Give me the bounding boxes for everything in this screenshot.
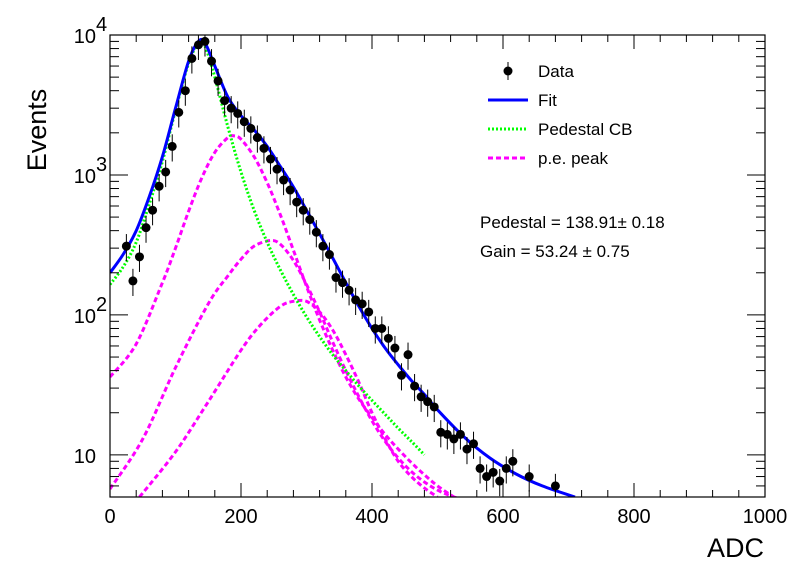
- data-point: [364, 307, 374, 317]
- legend-label: Pedestal CB: [538, 120, 633, 139]
- data-point: [383, 333, 393, 343]
- data-point: [449, 434, 459, 444]
- data-point: [390, 343, 400, 353]
- data-point: [220, 96, 230, 106]
- data-point: [167, 141, 177, 151]
- y-tick-exponent: 2: [96, 294, 107, 316]
- series-p-e-peak-3-line: [138, 298, 439, 497]
- data-point: [357, 299, 367, 309]
- y-axis-title: Events: [22, 89, 52, 172]
- data-point: [200, 36, 210, 46]
- data-point: [396, 370, 406, 380]
- data-point: [351, 295, 361, 305]
- gain-annotation: Gain = 53.24 ± 0.75: [480, 242, 630, 261]
- legend-label: Data: [538, 62, 574, 81]
- data-point: [462, 444, 472, 454]
- data-point: [285, 185, 295, 195]
- data-point: [423, 397, 433, 407]
- y-tick-label: 10: [74, 306, 96, 328]
- data-point: [174, 107, 184, 117]
- data-point: [508, 456, 518, 466]
- data-point: [495, 476, 505, 486]
- y-tick-label: 10: [74, 446, 96, 468]
- data-point: [429, 402, 439, 412]
- data-point: [501, 463, 511, 473]
- data-point: [226, 103, 236, 113]
- data-point: [141, 223, 151, 233]
- data-point: [475, 463, 485, 473]
- data-point: [524, 472, 534, 482]
- data-point: [338, 278, 348, 288]
- x-tick-label: 1000: [743, 506, 788, 528]
- data-point: [134, 252, 144, 262]
- series-p-e-peak-2-line: [110, 238, 459, 497]
- data-point: [148, 205, 158, 215]
- data-point: [272, 164, 282, 174]
- data-point: [298, 205, 308, 215]
- data-point: [331, 273, 341, 283]
- series-p-e-peak-1-line: [110, 134, 455, 497]
- x-tick-label: 800: [617, 506, 650, 528]
- data-point: [377, 323, 387, 333]
- legend-label: p.e. peak: [538, 149, 608, 168]
- data-point: [233, 108, 243, 118]
- data-point: [161, 167, 171, 177]
- y-tick-exponent: 3: [96, 154, 107, 176]
- y-tick-label: 10: [74, 166, 96, 188]
- data-point: [416, 392, 426, 402]
- data-point: [410, 381, 420, 391]
- data-point: [279, 175, 289, 185]
- plot-frame: [109, 34, 766, 498]
- data-point: [482, 472, 492, 482]
- data-point: [259, 143, 269, 153]
- data-point: [324, 250, 334, 260]
- x-tick-label: 600: [486, 506, 519, 528]
- data-point: [305, 215, 315, 225]
- data-point: [311, 227, 321, 237]
- data-point: [550, 481, 560, 491]
- series-pedestal-cb-line: [110, 40, 426, 456]
- data-point: [403, 350, 413, 360]
- x-axis-title: ADC: [707, 533, 764, 563]
- data-point: [180, 86, 190, 96]
- data-point: [207, 56, 217, 66]
- data-points-layer: [121, 35, 560, 497]
- legend-label: Fit: [538, 91, 557, 110]
- data-point: [455, 429, 465, 439]
- x-tick-label: 200: [224, 506, 257, 528]
- legend-marker-data: [503, 66, 513, 76]
- data-point: [344, 285, 354, 295]
- data-point: [154, 181, 164, 191]
- data-point: [318, 241, 328, 251]
- data-point: [370, 323, 380, 333]
- pedestal-annotation: Pedestal = 138.91± 0.18: [480, 213, 665, 232]
- data-point: [246, 123, 256, 133]
- data-point: [239, 117, 249, 127]
- x-tick-label: 400: [355, 506, 388, 528]
- y-tick-label: 10: [74, 26, 96, 48]
- data-point: [121, 241, 131, 251]
- y-tick-exponent: 4: [96, 14, 107, 36]
- data-point: [469, 439, 479, 449]
- data-point: [265, 154, 275, 164]
- data-point: [128, 276, 138, 286]
- data-point: [292, 197, 302, 207]
- data-point: [488, 467, 498, 477]
- data-point: [187, 53, 197, 63]
- data-point: [213, 76, 223, 86]
- x-tick-label: 0: [104, 506, 115, 528]
- legend: Data Fit Pedestal CB p.e. peak: [488, 62, 633, 168]
- data-point: [252, 133, 262, 143]
- data-point: [442, 429, 452, 439]
